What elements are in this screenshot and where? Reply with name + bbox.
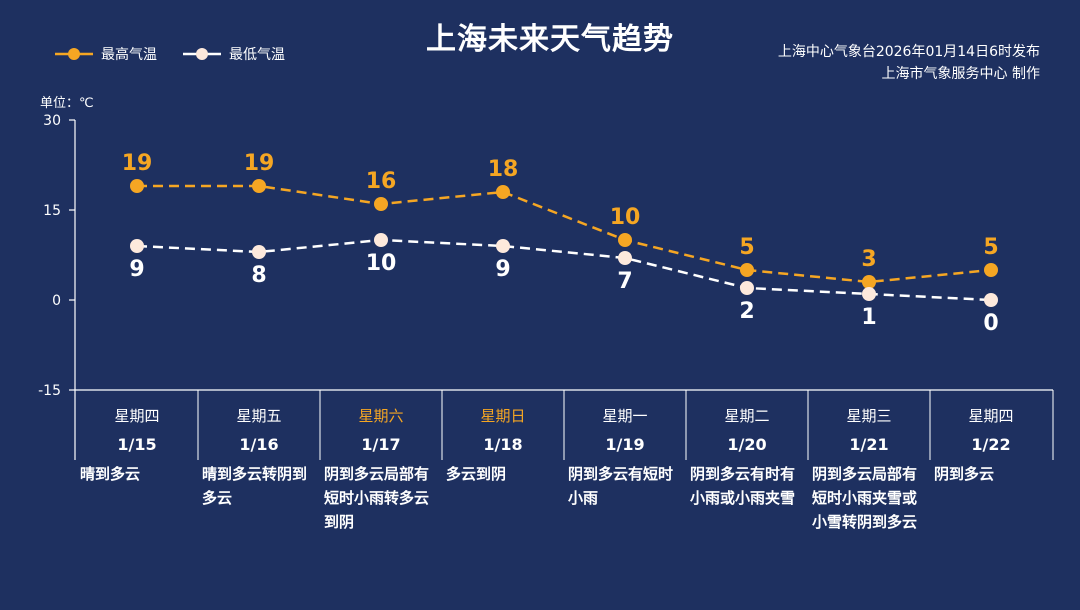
y-tick-label: 15 [43, 203, 61, 219]
weather-condition: 阴到多云局部有短时小雨夹雪或小雪转阴到多云 [812, 465, 918, 531]
data-label-high: 19 [122, 151, 153, 176]
data-label-high: 5 [983, 235, 998, 260]
weather-condition: 阴到多云有短时小雨 [568, 465, 674, 507]
data-point-low [618, 251, 632, 265]
data-label-high: 18 [488, 157, 519, 182]
forecast-day: 星期日 1/18 [442, 392, 564, 455]
weather-condition: 晴到多云 [80, 465, 141, 483]
weather-condition: 多云到阴 [446, 465, 507, 483]
forecast-day: 星期一 1/19 [564, 392, 686, 455]
data-label-high: 3 [861, 247, 876, 272]
forecast-day: 星期六 1/17 [320, 392, 442, 455]
data-label-high: 10 [610, 205, 641, 230]
date-label: 1/16 [239, 435, 279, 454]
weekday-label: 星期日 [480, 407, 526, 425]
data-point-low [252, 245, 266, 259]
weekday-label: 星期二 [724, 407, 770, 425]
forecast-day: 星期三 1/21 [808, 392, 930, 455]
weather-condition: 阴到多云 [934, 465, 995, 483]
data-point-high [374, 197, 388, 211]
date-label: 1/19 [605, 435, 645, 454]
weather-condition: 阴到多云有时有小雨或小雨夹雪 [690, 465, 796, 507]
data-label-high: 19 [244, 151, 275, 176]
data-point-low [984, 293, 998, 307]
data-point-high [618, 233, 632, 247]
data-point-low [862, 287, 876, 301]
date-label: 1/22 [971, 435, 1011, 454]
data-label-low: 10 [366, 251, 397, 276]
y-tick-label: 0 [52, 293, 61, 309]
unit-label: 单位：℃ [40, 96, 94, 111]
weekday-label: 星期一 [602, 407, 648, 425]
legend-high-marker-icon [55, 48, 93, 60]
forecast-day: 星期二 1/20 [686, 392, 808, 455]
legend-item-high: 最高气温 [55, 44, 157, 64]
weekday-label: 星期四 [114, 407, 160, 425]
issuer-line-1: 上海中心气象台2026年01月14日6时发布 [777, 44, 1040, 60]
weekday-label: 星期三 [846, 407, 892, 425]
data-point-high [496, 185, 510, 199]
y-tick-label: 30 [43, 113, 61, 129]
issuer-info: 上海中心气象台2026年01月14日6时发布 上海市气象服务中心 制作 [778, 41, 1040, 85]
series-line-high [137, 184, 992, 284]
weekday-label: 星期六 [358, 407, 404, 425]
data-label-low: 2 [739, 299, 754, 324]
data-point-low [130, 239, 144, 253]
data-label-high: 16 [366, 169, 397, 194]
legend-low-marker-icon [183, 48, 221, 60]
data-point-high [130, 179, 144, 193]
data-label-high: 5 [739, 235, 754, 260]
legend-item-low: 最低气温 [183, 44, 285, 64]
forecast-day: 星期四 1/22 [930, 392, 1052, 455]
data-label-low: 8 [251, 263, 266, 288]
legend-high-label: 最高气温 [101, 47, 157, 63]
weekday-label: 星期五 [236, 407, 282, 425]
date-label: 1/15 [117, 435, 157, 454]
weather-condition: 晴到多云转阴到多云 [202, 465, 308, 507]
data-point-low [374, 233, 388, 247]
weather-condition: 阴到多云局部有短时小雨转多云到阴 [324, 465, 430, 531]
data-point-low [496, 239, 510, 253]
date-label: 1/17 [361, 435, 401, 454]
data-point-high [740, 263, 754, 277]
data-point-high [984, 263, 998, 277]
date-label: 1/20 [727, 435, 767, 454]
data-label-low: 9 [495, 257, 510, 282]
page-title: 上海未来天气趋势 [426, 22, 674, 57]
issuer-line-2: 上海市气象服务中心 制作 [881, 66, 1040, 82]
date-label: 1/21 [849, 435, 889, 454]
data-point-high [862, 275, 876, 289]
date-label: 1/18 [483, 435, 523, 454]
forecast-day: 星期五 1/16 [198, 392, 320, 455]
data-point-low [740, 281, 754, 295]
data-label-low: 1 [861, 305, 876, 330]
data-label-low: 9 [129, 257, 144, 282]
legend-low-label: 最低气温 [229, 47, 285, 63]
chart-legend: 最高气温 最低气温 [55, 44, 311, 64]
data-point-high [252, 179, 266, 193]
weekday-label: 星期四 [968, 407, 1014, 425]
y-tick-label: -15 [38, 383, 61, 399]
data-label-low: 0 [983, 311, 998, 336]
data-label-low: 7 [617, 269, 632, 294]
forecast-day: 星期四 1/15 [76, 392, 198, 455]
